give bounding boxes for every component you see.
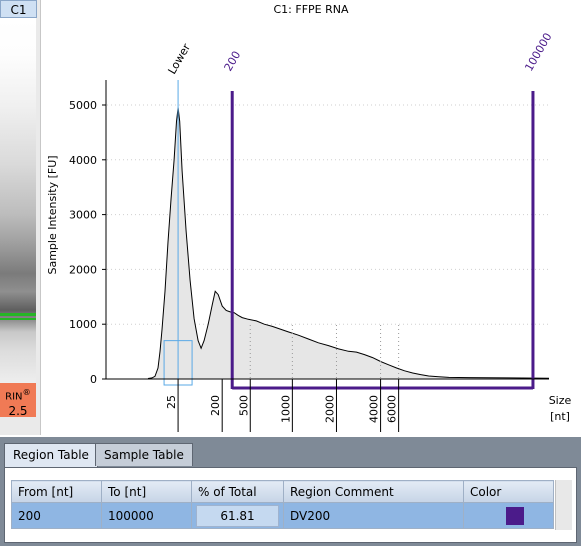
- lane-header[interactable]: C1: [0, 0, 37, 18]
- lower-marker-band-2: [0, 318, 36, 320]
- x-axis-label: Size: [549, 394, 572, 407]
- table-header-row: From [nt] To [nt] % of Total Region Comm…: [11, 480, 554, 503]
- cell-pct[interactable]: 61.81: [191, 502, 284, 529]
- region-table-panel: From [nt] To [nt] % of Total Region Comm…: [4, 467, 577, 543]
- y-axis-label: Sample Intensity [FU]: [46, 155, 59, 274]
- color-swatch[interactable]: [506, 506, 524, 525]
- chart-title: C1: FFPE RNA: [273, 3, 348, 16]
- rin-mark: ®: [22, 387, 31, 397]
- y-tick-label: 5000: [69, 99, 97, 112]
- y-tick-label: 3000: [69, 209, 97, 222]
- x-tick-label: 2000: [323, 395, 336, 423]
- col-pct-header[interactable]: % of Total: [191, 480, 284, 503]
- y-tick-label: 1000: [69, 318, 97, 331]
- col-color-header[interactable]: Color: [463, 480, 554, 503]
- cell-pct-value: 61.81: [196, 504, 279, 527]
- cell-color[interactable]: [463, 502, 554, 529]
- electropherogram-svg: C1: FFPE RNA Sample Intensity [FU] 0 1000…: [46, 3, 572, 432]
- y-tick-label: 4000: [69, 154, 97, 167]
- gel-lane-strip: C1 RIN® 2.5: [0, 0, 41, 435]
- cell-from[interactable]: 200: [11, 502, 102, 529]
- x-tick-label: 25: [165, 395, 178, 409]
- x-axis-label-unit: [nt]: [550, 410, 570, 423]
- region-end-label: 100000: [522, 31, 554, 74]
- lower-marker-label: Lower: [165, 41, 193, 76]
- region-table: From [nt] To [nt] % of Total Region Comm…: [11, 480, 554, 529]
- cell-to[interactable]: 100000: [101, 502, 192, 529]
- region-start-label: 200: [222, 49, 244, 74]
- trace-area: [148, 107, 549, 379]
- y-tick-label: 0: [90, 373, 97, 386]
- rin-label: RIN: [5, 391, 23, 403]
- col-from-header[interactable]: From [nt]: [11, 480, 102, 503]
- cell-comment[interactable]: DV200: [283, 502, 464, 529]
- x-tick-label: 4000: [368, 395, 381, 423]
- gel-lane-image: [0, 18, 36, 383]
- electropherogram: C1: FFPE RNA Sample Intensity [FU] 0 1000…: [41, 0, 581, 435]
- lower-marker-band: [0, 313, 36, 316]
- tab-sample-table[interactable]: Sample Table: [95, 443, 193, 466]
- rin-value: 2.5: [8, 404, 28, 419]
- col-to-header[interactable]: To [nt]: [101, 480, 192, 503]
- table-scrollbar[interactable]: [555, 480, 572, 530]
- bottom-panel: Region Table Sample Table From [nt] To […: [0, 437, 581, 546]
- x-tick-label: 200: [209, 395, 222, 416]
- table-row[interactable]: 200 100000 61.81 DV200: [11, 502, 554, 529]
- y-tick-label: 2000: [69, 263, 97, 276]
- rin-badge: RIN® 2.5: [0, 383, 36, 419]
- tab-region-table[interactable]: Region Table: [4, 443, 98, 468]
- trace-line: [147, 107, 550, 379]
- x-tick-label: 1000: [279, 395, 292, 423]
- x-tick-label: 6000: [386, 395, 399, 423]
- col-comment-header[interactable]: Region Comment: [283, 480, 464, 503]
- x-tick-label: 500: [237, 395, 250, 416]
